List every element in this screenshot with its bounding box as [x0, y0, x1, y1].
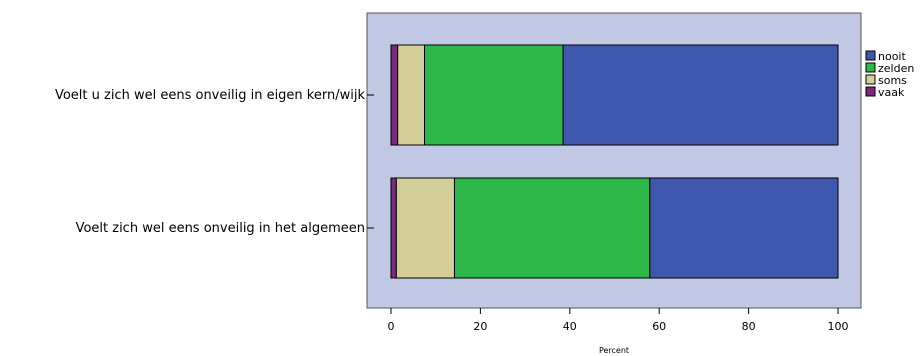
x-axis: Percent 0 20 40 60 80 100 — [388, 308, 849, 355]
legend-label-vaak: vaak — [878, 86, 905, 99]
bar-segment-zelden-1 — [453, 177, 651, 279]
x-axis-title: Percent — [599, 346, 629, 355]
legend-swatch-soms — [865, 74, 876, 85]
legend-label-zelden: zelden — [878, 62, 914, 75]
legend-swatch-zelden — [865, 62, 876, 73]
x-tick-label: 100 — [828, 320, 849, 333]
bar-segment-nooit-1 — [649, 177, 839, 279]
x-tick-label: 40 — [563, 320, 577, 333]
x-tick-label: 80 — [742, 320, 756, 333]
bar-segment-soms-1 — [395, 177, 455, 279]
x-tick-label: 0 — [388, 320, 395, 333]
bar-segment-vaak-1 — [390, 177, 397, 279]
bar-segment-vaak-0 — [390, 44, 399, 146]
bar-segment-soms-0 — [397, 44, 426, 146]
category-label: Voelt zich wel eens onveilig in het alge… — [76, 221, 365, 236]
bar-segment-nooit-0 — [562, 44, 839, 146]
category-label: Voelt u zich wel eens onveilig in eigen … — [55, 88, 365, 103]
x-tick-label: 20 — [473, 320, 487, 333]
legend-swatch-nooit — [865, 50, 876, 61]
legend-label-soms: soms — [878, 74, 907, 87]
bars-group — [390, 44, 839, 279]
category-axis: Voelt u zich wel eens onveilig in eigen … — [55, 88, 374, 236]
bar-segment-zelden-0 — [424, 44, 564, 146]
legend-swatch-vaak — [865, 86, 876, 97]
legend-label-nooit: nooit — [878, 50, 906, 63]
x-tick-label: 60 — [652, 320, 666, 333]
